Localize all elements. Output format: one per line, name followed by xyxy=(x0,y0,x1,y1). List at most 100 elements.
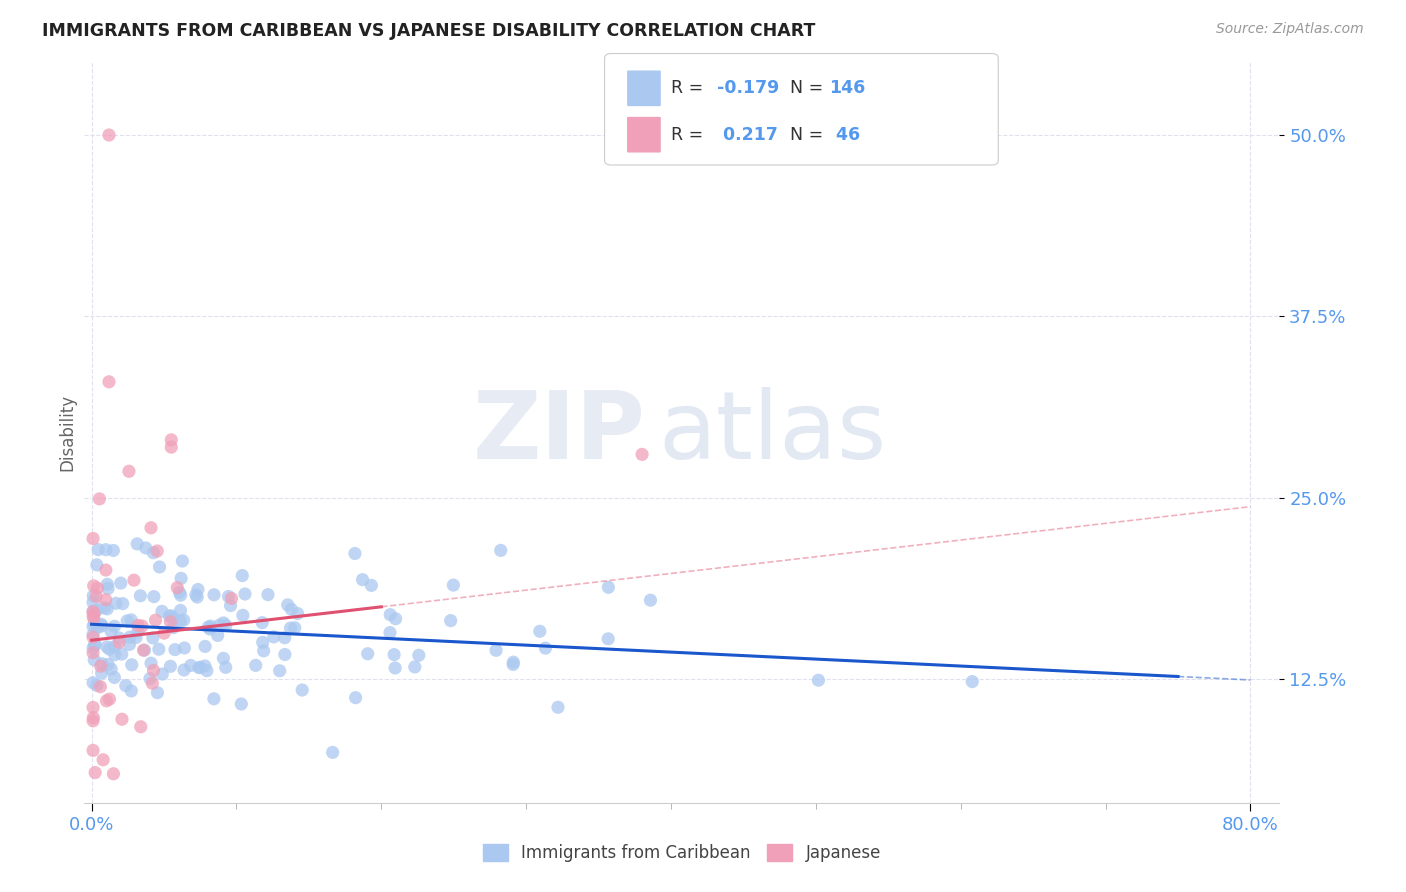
Point xyxy=(83,611,105,625)
Y-axis label: Disability: Disability xyxy=(58,394,76,471)
Point xyxy=(172,554,194,568)
Point xyxy=(352,573,374,587)
Point xyxy=(221,591,243,606)
Point xyxy=(173,613,195,627)
Point xyxy=(103,670,125,684)
Point xyxy=(148,560,170,574)
Point xyxy=(93,600,115,615)
Point xyxy=(146,686,169,700)
Point xyxy=(127,618,149,632)
Point xyxy=(139,521,162,535)
Point xyxy=(94,592,117,607)
Point xyxy=(122,573,145,587)
Point xyxy=(89,491,111,506)
Point xyxy=(159,615,181,629)
Point xyxy=(96,602,118,616)
Point xyxy=(257,588,280,602)
Point xyxy=(159,609,181,624)
Text: R =: R = xyxy=(671,79,709,97)
Point xyxy=(231,568,253,582)
Point xyxy=(208,618,231,632)
Point xyxy=(180,658,202,673)
Point xyxy=(84,638,107,652)
Point xyxy=(86,581,108,595)
Point xyxy=(82,627,104,641)
Point xyxy=(127,537,149,551)
Point xyxy=(195,664,218,678)
Point xyxy=(83,616,105,631)
Point xyxy=(82,532,104,546)
Point xyxy=(263,630,285,644)
Point xyxy=(166,581,188,595)
Text: 146: 146 xyxy=(830,79,866,97)
Point xyxy=(169,603,191,617)
Text: R =: R = xyxy=(671,126,709,144)
Point xyxy=(291,683,314,698)
Point xyxy=(277,598,299,612)
Point xyxy=(82,619,104,633)
Point xyxy=(83,638,105,652)
Point xyxy=(114,679,136,693)
Point xyxy=(280,602,302,616)
Point xyxy=(125,631,148,645)
Point xyxy=(188,660,211,674)
Point xyxy=(121,657,143,672)
Point xyxy=(440,614,463,628)
Point xyxy=(142,631,165,645)
Point xyxy=(120,613,142,627)
Point xyxy=(489,543,512,558)
Point xyxy=(153,626,176,640)
Point xyxy=(131,619,153,633)
Point xyxy=(96,694,118,708)
Point xyxy=(245,658,267,673)
Point xyxy=(170,571,193,585)
Point xyxy=(103,543,125,558)
Point xyxy=(89,680,111,694)
Point xyxy=(103,619,125,633)
Point xyxy=(91,619,114,633)
Point xyxy=(162,611,184,625)
Point xyxy=(529,624,551,639)
Point xyxy=(142,664,165,678)
Point xyxy=(129,589,152,603)
Point xyxy=(82,630,104,644)
Point xyxy=(142,546,165,560)
Point xyxy=(97,657,120,672)
Point xyxy=(160,440,183,454)
Point xyxy=(145,613,167,627)
Point xyxy=(141,676,163,690)
Point xyxy=(110,576,132,591)
Point xyxy=(169,614,191,628)
Point xyxy=(115,614,138,628)
Point xyxy=(202,588,225,602)
Point xyxy=(87,621,110,635)
Point xyxy=(502,655,524,669)
Point xyxy=(150,667,173,681)
Point xyxy=(187,582,209,597)
Point xyxy=(139,672,162,686)
Point xyxy=(120,684,142,698)
Point xyxy=(98,128,121,142)
Point xyxy=(184,588,207,602)
Point xyxy=(111,647,134,661)
Point xyxy=(142,590,165,604)
Point xyxy=(962,674,984,689)
Point xyxy=(82,589,104,603)
Point xyxy=(150,604,173,618)
Point xyxy=(198,622,221,636)
Point xyxy=(98,375,121,389)
Point xyxy=(219,599,242,613)
Point xyxy=(163,642,186,657)
Point xyxy=(98,692,121,706)
Point xyxy=(197,620,219,634)
Point xyxy=(273,631,295,645)
Point xyxy=(378,625,401,640)
Point xyxy=(83,579,105,593)
Point xyxy=(269,664,291,678)
Point xyxy=(129,720,152,734)
Point xyxy=(274,648,297,662)
Point xyxy=(132,643,155,657)
Point xyxy=(139,656,162,670)
Point xyxy=(547,700,569,714)
Point xyxy=(322,746,344,760)
